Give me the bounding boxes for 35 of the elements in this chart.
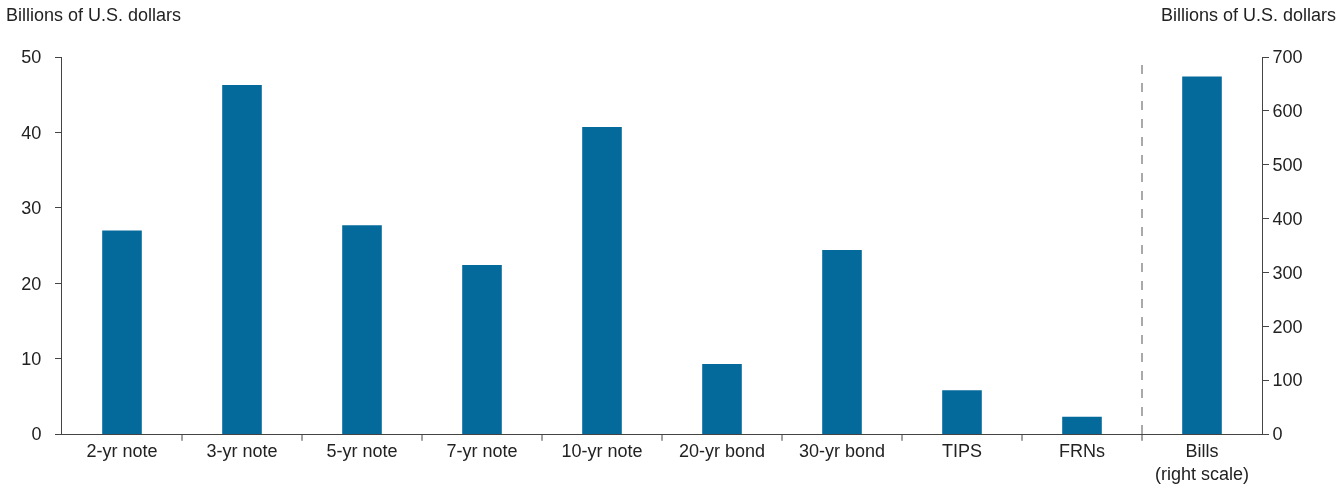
y-axis-title: Billions of U.S. dollars (6, 5, 182, 25)
y2-tick-label: 600 (1272, 101, 1303, 122)
y2-tick-label: 500 (1272, 155, 1303, 176)
y-tick-label: 20 (21, 273, 42, 294)
bar (702, 363, 742, 434)
bar (102, 230, 142, 434)
bar (822, 250, 862, 434)
bar (342, 225, 382, 434)
y2-axis-title: Billions of U.S. dollars (1161, 5, 1337, 25)
y-tick-label: 50 (21, 47, 42, 68)
y2-tick-label: 100 (1272, 370, 1303, 391)
x-tick-label: 5-yr note (326, 440, 398, 461)
y2-tick-label: 0 (1272, 424, 1283, 445)
y-tick-label: 40 (21, 122, 42, 143)
bar (222, 84, 262, 434)
x-tick-label: Bills (right scale) (1154, 440, 1250, 484)
bar (462, 265, 502, 434)
x-tick-label: 3-yr note (206, 440, 278, 461)
x-tick-label: 30-yr bond (798, 440, 886, 461)
x-tick-label: 20-yr bond (678, 440, 766, 461)
x-tick-label: 10-yr note (561, 440, 643, 461)
y2-tick-label: 300 (1272, 262, 1303, 283)
y2-tick-label: 400 (1272, 208, 1303, 229)
y-tick-label: 30 (21, 198, 42, 219)
y-tick-label: 0 (31, 424, 42, 445)
x-tick-label: FRNs (1059, 440, 1105, 461)
x-tick-label: 2-yr note (86, 440, 158, 461)
y2-tick-label: 700 (1272, 47, 1303, 68)
x-tick-label: 7-yr note (446, 440, 518, 461)
y-tick-label: 10 (21, 348, 42, 369)
bar (942, 390, 982, 434)
bar (1062, 416, 1102, 434)
y2-tick-label: 200 (1272, 316, 1303, 337)
bar (582, 127, 622, 434)
x-tick-label: TIPS (941, 440, 983, 461)
